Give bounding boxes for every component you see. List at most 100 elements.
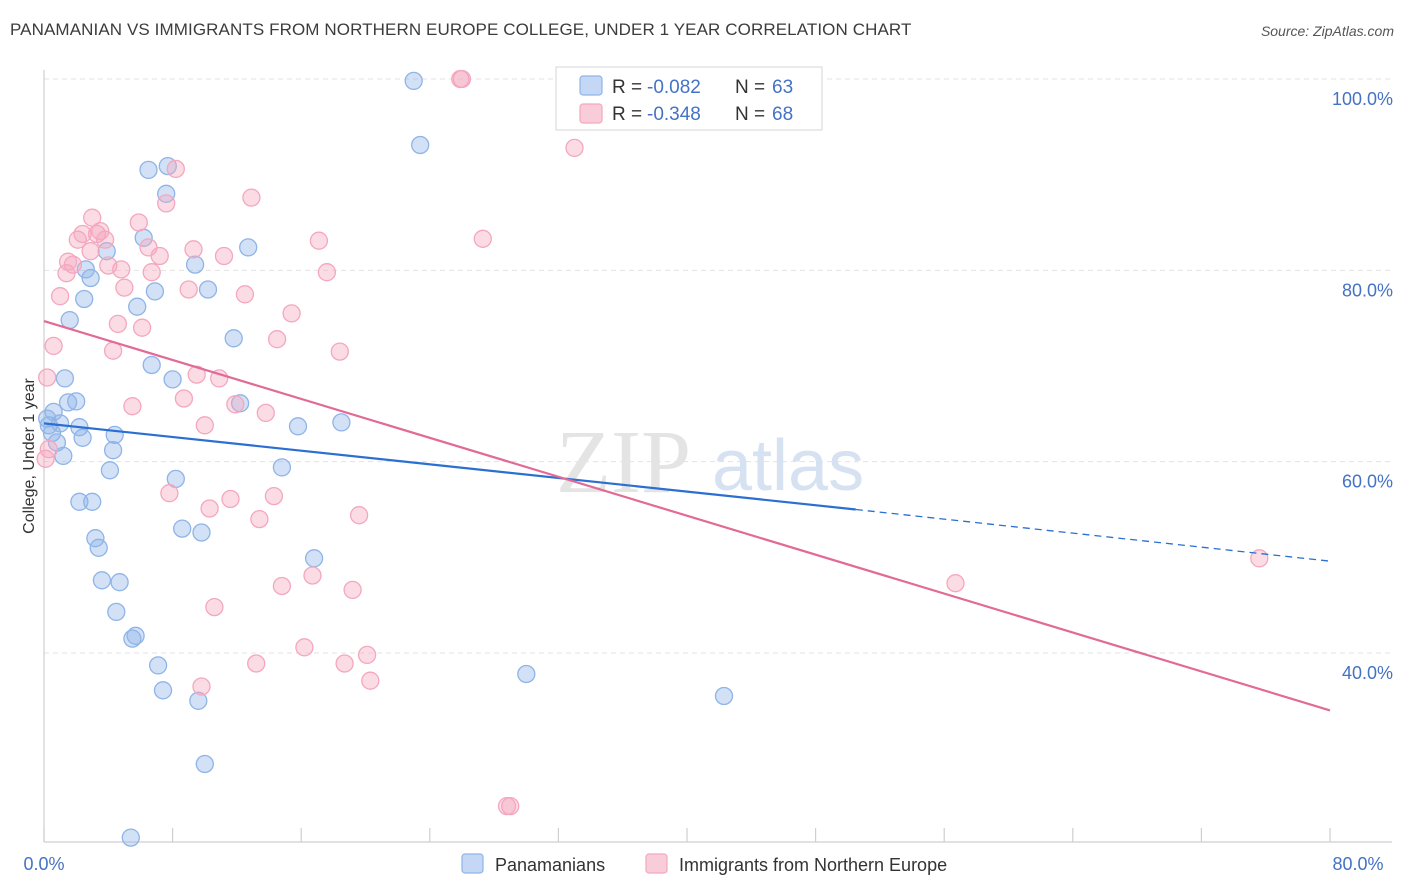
series-1-point-53	[330, 342, 349, 361]
legend-n-value-2: 68	[772, 104, 793, 125]
legend-swatch-northern-europe	[579, 103, 603, 124]
series-legend: Panamanians Immigrants from Northern Eur…	[461, 853, 947, 875]
series-0-point-18	[92, 571, 112, 590]
series-1-point-42	[247, 654, 266, 673]
series-1-point-9	[81, 242, 100, 261]
legend-r-label-1: R =	[612, 77, 642, 98]
series-1-point-36	[210, 369, 229, 388]
series-0-point-24	[110, 573, 129, 592]
series-0-point-12	[73, 428, 92, 447]
series-1-point-46	[267, 330, 287, 349]
bottom-legend-swatch-panamanians	[461, 853, 484, 874]
series-0-point-32	[148, 656, 168, 675]
series-1-point-43	[250, 509, 269, 529]
trend-line-0	[43, 422, 856, 511]
series-1-point-44	[256, 403, 275, 423]
series-1-point-60	[452, 69, 472, 89]
trend-line-0-extension	[855, 508, 1331, 562]
series-0-point-30	[142, 355, 161, 375]
series-1-point-58	[361, 671, 380, 690]
y-tick-label-2: 60.0%	[1342, 472, 1393, 492]
bottom-legend-label-panamanians: Panamanians	[495, 855, 605, 875]
series-0-point-52	[411, 135, 430, 155]
series-1-point-52	[317, 263, 337, 282]
series-1-point-26	[160, 484, 179, 503]
series-0-point-26	[126, 626, 145, 645]
series-0-point-25	[123, 629, 142, 648]
series-1-point-8	[73, 224, 92, 244]
series-1-point-16	[108, 314, 128, 334]
chart-source: Source: ZipAtlas.com	[1260, 23, 1394, 39]
series-0-point-17	[89, 538, 108, 557]
y-tick-label-1: 80.0%	[1342, 280, 1393, 300]
series-1-point-23	[142, 263, 161, 282]
series-0-point-23	[107, 602, 126, 622]
series-1-point-0	[36, 449, 55, 468]
legend-n-value-1: 63	[772, 77, 793, 98]
series-1-point-35	[205, 597, 224, 617]
series-1-point-1	[38, 368, 57, 387]
series-1-point-61	[473, 229, 492, 248]
series-0-point-13	[75, 289, 94, 309]
series-0-point-49	[304, 549, 324, 568]
stats-legend: R = -0.082 N = 63 R = -0.348 N = 68	[555, 66, 823, 131]
scatter-points	[36, 69, 1269, 847]
series-1-point-54	[335, 654, 354, 673]
series-0-point-41	[192, 523, 211, 542]
series-1-point-25	[157, 194, 176, 213]
y-axis-title: College, Under 1 year	[21, 378, 38, 534]
series-1-point-41	[242, 188, 261, 207]
trend-lines	[43, 319, 1331, 712]
y-tick-label-0: 100.0%	[1332, 89, 1393, 109]
series-0-point-38	[173, 519, 192, 538]
series-0-point-34	[157, 184, 176, 203]
series-1-point-56	[349, 506, 369, 525]
series-0-point-19	[97, 242, 116, 261]
series-1-point-32	[192, 677, 211, 696]
series-0-point-42	[195, 754, 214, 774]
series-1-point-31	[187, 365, 206, 384]
series-1-point-7	[68, 230, 87, 249]
series-1-point-29	[179, 280, 198, 299]
series-0-point-55	[121, 828, 140, 847]
legend-r-value-1: -0.082	[647, 77, 701, 98]
series-0-point-43	[198, 280, 218, 299]
watermark: ZIP atlas	[556, 413, 864, 512]
gridlines	[44, 78, 1392, 654]
series-1-point-20	[129, 213, 148, 232]
series-0-point-31	[145, 282, 165, 301]
series-1-point-34	[200, 499, 219, 518]
series-0-point-47	[272, 458, 292, 477]
series-0-point-40	[189, 691, 208, 710]
series-1-point-30	[184, 240, 203, 259]
series-0-point-54	[714, 686, 734, 706]
series-1-point-63	[501, 796, 520, 816]
series-1-point-65	[946, 574, 965, 593]
series-1-point-33	[195, 416, 214, 435]
series-0-point-36	[163, 370, 182, 389]
series-1-point-67	[39, 440, 58, 459]
series-1-point-55	[343, 580, 362, 600]
series-1-point-6	[63, 255, 83, 274]
series-1-point-17	[112, 260, 131, 279]
series-1-point-48	[282, 304, 301, 323]
series-1-point-5	[58, 252, 78, 271]
series-0-point-27	[128, 297, 147, 316]
series-0-point-57	[70, 492, 89, 511]
bottom-legend-label-northern-europe: Immigrants from Northern Europe	[679, 855, 947, 875]
series-0-point-3	[44, 402, 63, 422]
series-1-point-49	[295, 638, 314, 657]
x-tick-label-min: 0.0%	[23, 854, 64, 874]
series-1-point-2	[44, 336, 63, 356]
series-1-point-27	[166, 159, 185, 179]
series-1-point-18	[115, 278, 134, 297]
series-1-point-50	[303, 566, 322, 585]
x-tick-label-max: 80.0%	[1332, 854, 1383, 874]
series-0-point-21	[103, 441, 123, 460]
series-1-point-28	[174, 389, 194, 408]
series-1-point-12	[91, 221, 110, 241]
legend-swatch-panamanians	[579, 75, 603, 96]
watermark-atlas: atlas	[712, 426, 864, 506]
trend-line-1	[43, 319, 1331, 712]
